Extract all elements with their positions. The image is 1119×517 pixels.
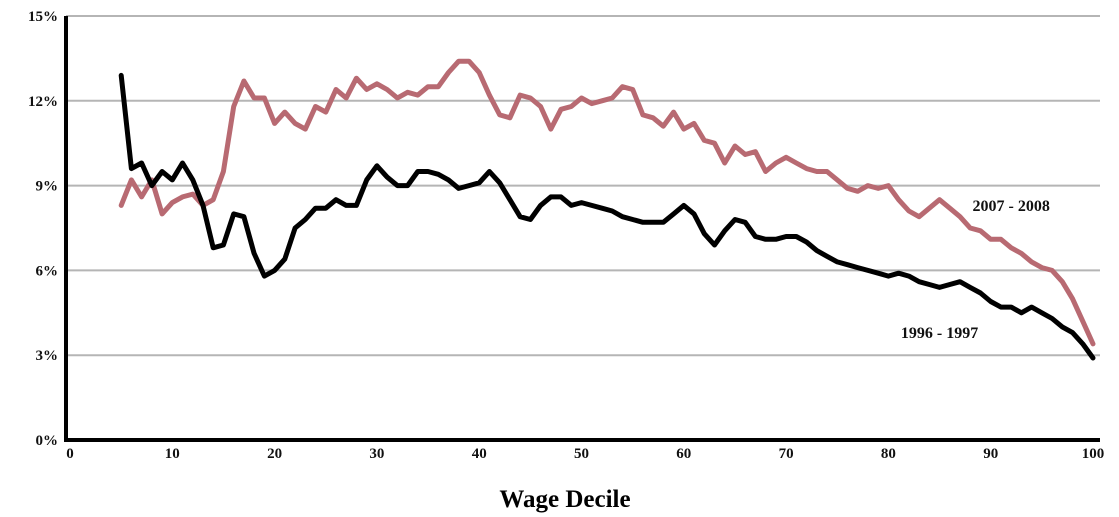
x-tick-label: 40: [472, 446, 487, 462]
x-tick-label: 100: [1082, 446, 1105, 462]
series-group: [118, 58, 1096, 361]
y-tick-label: 6%: [36, 263, 59, 279]
x-axis-title: Wage Decile: [499, 486, 630, 513]
y-tick-label: 12%: [28, 94, 58, 110]
axes: [64, 16, 1100, 442]
x-tick-label: 70: [779, 446, 794, 462]
y-tick-label: 9%: [36, 179, 59, 195]
x-tick-label: 50: [574, 446, 589, 462]
x-tick-labels: 0 10 20 30 40 50 60 70 80 90 100: [66, 446, 1104, 462]
x-tick-label: 10: [165, 446, 180, 462]
grid-lines: [66, 15, 1100, 357]
x-tick-label: 80: [881, 446, 896, 462]
x-tick-label: 60: [676, 446, 691, 462]
series-line-0: [118, 58, 1096, 347]
x-tick-label: 90: [983, 446, 998, 462]
y-tick-labels: 0% 3% 6% 9% 12% 15%: [28, 9, 58, 449]
series-annotations: 2007 - 2008 1996 - 1997: [901, 198, 1050, 342]
series-annotation-0: 2007 - 2008: [972, 198, 1049, 215]
series-line-1: [118, 72, 1096, 361]
series-annotation-1: 1996 - 1997: [901, 325, 978, 342]
x-tick-label: 0: [66, 446, 74, 462]
y-tick-label: 0%: [36, 433, 59, 449]
y-tick-label: 3%: [36, 348, 59, 364]
x-tick-label: 30: [369, 446, 384, 462]
y-tick-label: 15%: [28, 9, 58, 25]
x-tick-label: 20: [267, 446, 282, 462]
